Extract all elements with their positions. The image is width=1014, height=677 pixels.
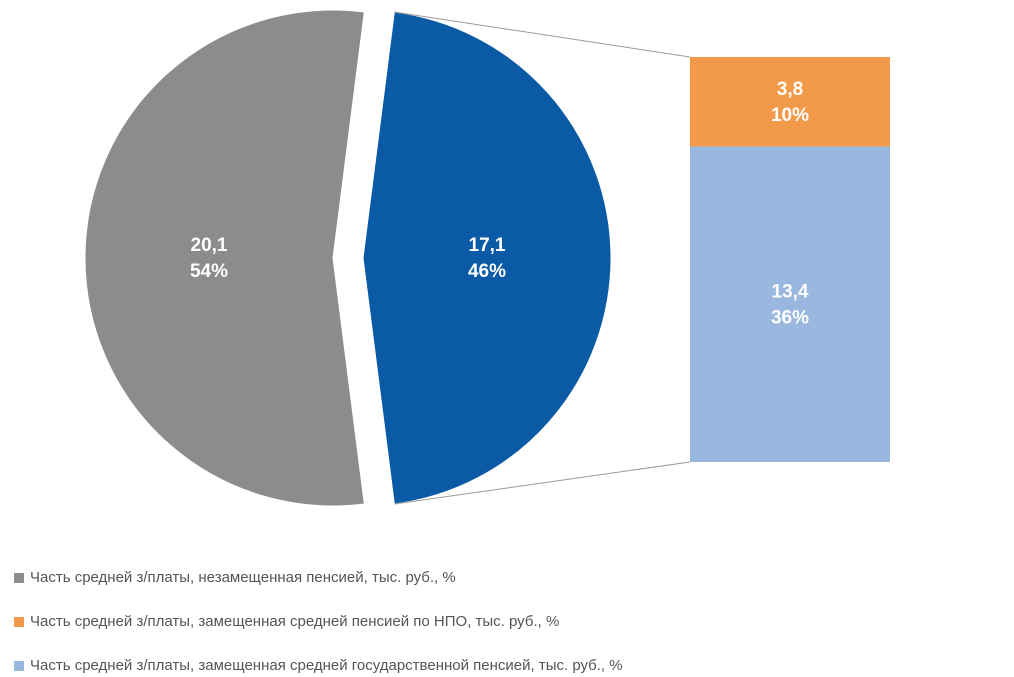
- bar-segment: [690, 146, 890, 462]
- bar-segment: [690, 57, 890, 147]
- legend-label: Часть средней з/платы, замещенная средне…: [30, 657, 623, 674]
- value-label: 3,8: [777, 79, 803, 100]
- connector: [394, 11, 691, 58]
- pie-slice: [84, 9, 365, 507]
- value-label: 17,1: [469, 235, 506, 256]
- legend-swatch: [14, 573, 24, 583]
- legend-swatch: [14, 617, 24, 627]
- value-label: 20,1: [191, 235, 228, 256]
- pie-slice: [362, 11, 612, 505]
- connector: [394, 461, 691, 505]
- legend-label: Часть средней з/платы, замещенная средне…: [30, 613, 559, 630]
- percent-label: 36%: [771, 307, 809, 328]
- percent-label: 54%: [190, 261, 228, 282]
- percent-label: 10%: [771, 105, 809, 126]
- legend-label: Часть средней з/платы, незамещенная пенс…: [30, 569, 456, 586]
- value-label: 13,4: [772, 281, 809, 302]
- legend-swatch: [14, 661, 24, 671]
- percent-label: 46%: [468, 261, 506, 282]
